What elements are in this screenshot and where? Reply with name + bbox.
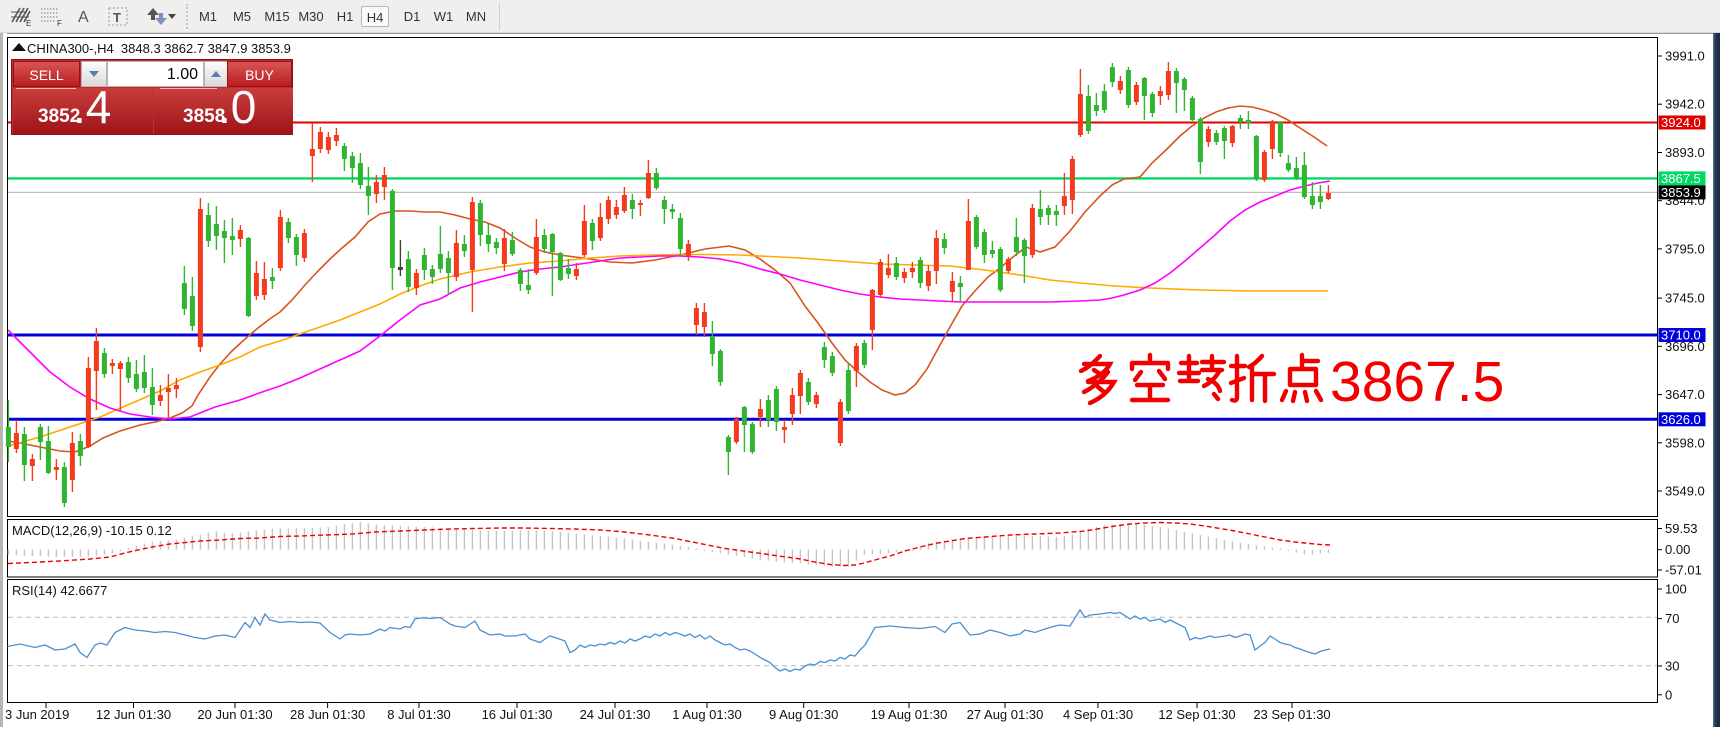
svg-text:3795.0: 3795.0	[1665, 241, 1705, 256]
svg-text:3598.0: 3598.0	[1665, 435, 1705, 450]
svg-text:12 Sep 01:30: 12 Sep 01:30	[1158, 707, 1235, 722]
svg-text:19 Aug 01:30: 19 Aug 01:30	[871, 707, 948, 722]
svg-text:0: 0	[1665, 687, 1672, 702]
svg-text:0.00: 0.00	[1665, 542, 1690, 557]
svg-text:RSI(14) 42.6677: RSI(14) 42.6677	[12, 583, 107, 598]
svg-text:3924.0: 3924.0	[1661, 115, 1701, 130]
svg-text:59.53: 59.53	[1665, 521, 1698, 536]
svg-text:12 Jun 01:30: 12 Jun 01:30	[96, 707, 171, 722]
svg-text:100: 100	[1665, 582, 1687, 597]
svg-text:3549.0: 3549.0	[1665, 484, 1705, 499]
svg-text:9 Aug 01:30: 9 Aug 01:30	[769, 707, 838, 722]
svg-text:70: 70	[1665, 611, 1679, 626]
svg-text:3710.0: 3710.0	[1661, 328, 1701, 343]
svg-text:3745.0: 3745.0	[1665, 291, 1705, 306]
svg-text:3 Jun 2019: 3 Jun 2019	[5, 707, 69, 722]
svg-text:27 Aug 01:30: 27 Aug 01:30	[967, 707, 1044, 722]
svg-text:3647.0: 3647.0	[1665, 387, 1705, 402]
svg-text:CHINA300-,H4 3848.3 3862.7 38: CHINA300-,H4 3848.3 3862.7 3847.9 3853.9	[27, 41, 291, 56]
svg-text:3867.5: 3867.5	[1661, 171, 1701, 186]
svg-text:23 Sep 01:30: 23 Sep 01:30	[1253, 707, 1330, 722]
svg-text:3867.5: 3867.5	[1330, 350, 1504, 414]
svg-text:30: 30	[1665, 659, 1679, 674]
svg-text:MACD(12,26,9) -10.15 0.12: MACD(12,26,9) -10.15 0.12	[12, 523, 172, 538]
svg-text:3626.0: 3626.0	[1661, 412, 1701, 427]
svg-text:A: A	[78, 9, 89, 26]
svg-text:-57.01: -57.01	[1665, 563, 1702, 578]
svg-text:16 Jul 01:30: 16 Jul 01:30	[482, 707, 553, 722]
svg-text:E: E	[26, 19, 31, 28]
svg-text:28 Jun 01:30: 28 Jun 01:30	[290, 707, 365, 722]
svg-text:T: T	[113, 10, 121, 25]
svg-text:F: F	[57, 19, 62, 28]
svg-text:3893.0: 3893.0	[1665, 145, 1705, 160]
svg-text:3696.0: 3696.0	[1665, 339, 1705, 354]
svg-text:4 Sep 01:30: 4 Sep 01:30	[1063, 707, 1133, 722]
svg-text:24 Jul 01:30: 24 Jul 01:30	[580, 707, 651, 722]
svg-text:3991.0: 3991.0	[1665, 49, 1705, 64]
svg-text:3942.0: 3942.0	[1665, 97, 1705, 112]
svg-text:1 Aug 01:30: 1 Aug 01:30	[672, 707, 741, 722]
svg-text:3853.9: 3853.9	[1661, 185, 1701, 200]
svg-text:20 Jun 01:30: 20 Jun 01:30	[197, 707, 272, 722]
svg-text:8 Jul 01:30: 8 Jul 01:30	[387, 707, 451, 722]
